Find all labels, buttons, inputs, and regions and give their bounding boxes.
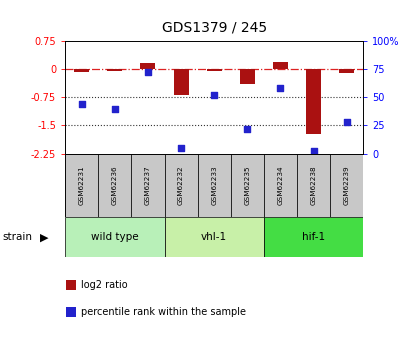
Bar <box>173 69 189 95</box>
Text: vhl-1: vhl-1 <box>201 232 227 242</box>
Bar <box>264 154 297 217</box>
Text: log2 ratio: log2 ratio <box>81 280 128 289</box>
Bar <box>165 217 264 257</box>
Bar <box>65 154 98 217</box>
Text: GSM62233: GSM62233 <box>211 166 217 205</box>
Bar <box>140 63 155 69</box>
Text: percentile rank within the sample: percentile rank within the sample <box>81 307 246 317</box>
Text: GDS1379 / 245: GDS1379 / 245 <box>162 20 267 34</box>
Text: GSM62234: GSM62234 <box>278 166 284 205</box>
Bar <box>240 69 255 83</box>
Text: GSM62239: GSM62239 <box>344 166 350 205</box>
Bar <box>273 62 288 69</box>
Bar <box>65 217 165 257</box>
Point <box>277 86 284 91</box>
Point <box>111 106 118 111</box>
Bar <box>306 69 321 134</box>
Text: hif-1: hif-1 <box>302 232 325 242</box>
Bar <box>330 154 363 217</box>
Bar <box>98 154 131 217</box>
Point <box>244 126 251 131</box>
Text: ▶: ▶ <box>40 232 48 242</box>
Text: GSM62232: GSM62232 <box>178 166 184 205</box>
Point <box>144 69 151 75</box>
Bar <box>198 154 231 217</box>
Point <box>211 92 218 98</box>
Point <box>310 148 317 154</box>
Text: strain: strain <box>2 232 32 242</box>
Text: GSM62237: GSM62237 <box>145 166 151 205</box>
Bar <box>339 69 354 73</box>
Point <box>78 101 85 107</box>
Bar <box>66 307 76 317</box>
Text: wild type: wild type <box>91 232 139 242</box>
Text: GSM62235: GSM62235 <box>244 166 250 205</box>
Text: GSM62238: GSM62238 <box>311 166 317 205</box>
Bar <box>108 69 122 71</box>
Bar <box>66 280 76 289</box>
Bar <box>165 154 198 217</box>
Point <box>344 119 350 125</box>
Bar <box>231 154 264 217</box>
Bar <box>74 69 89 72</box>
Bar <box>207 69 222 71</box>
Point <box>178 145 184 151</box>
Text: GSM62231: GSM62231 <box>79 166 85 205</box>
Text: GSM62236: GSM62236 <box>112 166 118 205</box>
Bar <box>264 217 363 257</box>
Bar <box>297 154 330 217</box>
Bar <box>131 154 165 217</box>
